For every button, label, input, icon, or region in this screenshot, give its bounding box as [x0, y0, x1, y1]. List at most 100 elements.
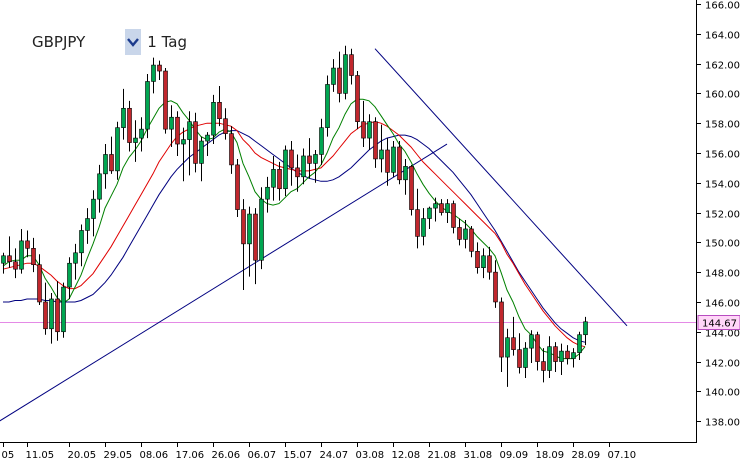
candle-body — [427, 207, 432, 219]
x-tick-label: 08.06 — [140, 450, 169, 461]
x-tick-label: 11.05 — [26, 450, 55, 461]
candle-body — [505, 337, 510, 358]
moving-average-slow — [3, 130, 586, 343]
candle-body — [73, 252, 78, 264]
candle-body — [307, 155, 312, 164]
candle-body — [127, 107, 132, 143]
candle-body — [319, 127, 324, 155]
candle-body — [67, 262, 72, 288]
candle-body — [211, 102, 216, 136]
candle-body — [97, 173, 102, 200]
candle-body — [79, 230, 84, 254]
candle-body — [355, 75, 360, 122]
candle-body — [157, 64, 162, 72]
candle-body — [583, 321, 588, 336]
x-tick-label: 07.10 — [608, 450, 637, 461]
candle-body — [565, 350, 570, 359]
y-tick-label: 142.00 — [705, 359, 740, 370]
candle-body — [517, 349, 522, 368]
candle-body — [91, 198, 96, 219]
candle-body — [193, 121, 198, 164]
candle-body — [529, 334, 534, 349]
x-tick-label: 06.07 — [248, 450, 277, 461]
x-tick-label: 12.08 — [392, 450, 421, 461]
moving-average-fast — [2, 98, 586, 360]
candle-body — [49, 298, 54, 330]
candle-body — [553, 346, 558, 362]
candle-body — [223, 118, 228, 134]
x-tick-label: 20.05 — [68, 450, 97, 461]
x-tick-label: 26.06 — [212, 450, 241, 461]
candle-body — [187, 121, 192, 140]
trendline — [0, 143, 448, 422]
candle-body — [217, 102, 222, 120]
x-tick-label: 03.08 — [356, 450, 385, 461]
y-tick-label: 148.00 — [705, 269, 740, 280]
candle-body — [265, 186, 270, 200]
candle-body — [547, 346, 552, 371]
chevron-down-icon[interactable] — [125, 29, 142, 55]
candle-body — [133, 137, 138, 143]
candle-body — [43, 301, 48, 330]
candle-body — [121, 107, 126, 128]
candle-body — [361, 121, 366, 139]
candle-body — [7, 255, 12, 263]
candle-body — [409, 166, 414, 210]
candle-body — [271, 169, 276, 188]
candle-body — [421, 218, 426, 237]
candle-body — [343, 54, 348, 94]
candle-body — [481, 255, 486, 268]
candle-body — [253, 213, 258, 261]
x-tick-label: 24.07 — [320, 450, 349, 461]
current-price-label: 144.67 — [702, 319, 737, 330]
x-tick-label: 05 — [2, 450, 15, 461]
candle-body — [295, 167, 300, 178]
candle-body — [169, 116, 174, 130]
y-tick-label: 154.00 — [705, 180, 740, 191]
y-tick-label: 166.00 — [705, 1, 740, 12]
candle-body — [85, 218, 90, 231]
candle-body — [259, 198, 264, 261]
candle-body — [535, 334, 540, 362]
candle-body — [493, 271, 498, 303]
candle-body — [367, 121, 372, 139]
candle-body — [469, 228, 474, 252]
candle-body — [439, 203, 444, 213]
candle-body — [451, 203, 456, 228]
candle-body — [349, 54, 354, 76]
x-tick-label: 15.07 — [284, 450, 313, 461]
y-tick-label: 140.00 — [705, 388, 740, 399]
candle-body — [403, 166, 408, 181]
candle-body — [37, 264, 42, 303]
candle-body — [325, 84, 330, 128]
candle-body — [109, 154, 114, 172]
moving-average-layer — [2, 98, 586, 360]
candle-body — [1, 255, 6, 264]
candle-body — [541, 361, 546, 371]
y-tick-label: 152.00 — [705, 210, 740, 221]
candle-body — [457, 227, 462, 240]
candle-body — [151, 64, 156, 82]
candle-body — [313, 154, 318, 164]
candles-layer — [1, 45, 588, 387]
candle-body — [289, 149, 294, 169]
candle-body — [55, 298, 60, 333]
candle-body — [235, 164, 240, 210]
y-tick-label: 156.00 — [705, 150, 740, 161]
candle-body — [373, 121, 378, 160]
candle-body — [205, 134, 210, 142]
x-tick-label: 29.05 — [104, 450, 133, 461]
candle-body — [337, 67, 342, 94]
candle-body — [301, 155, 306, 178]
candle-body — [283, 149, 288, 190]
x-tick-label: 18.09 — [536, 450, 565, 461]
timeframe-label[interactable]: 1 Tag — [147, 33, 187, 51]
candle-body — [577, 334, 582, 353]
candle-body — [463, 228, 468, 240]
candle-body — [523, 347, 528, 368]
y-tick-label: 150.00 — [705, 239, 740, 250]
symbol-selector[interactable]: GBPJPY 1 Tag — [28, 29, 187, 55]
